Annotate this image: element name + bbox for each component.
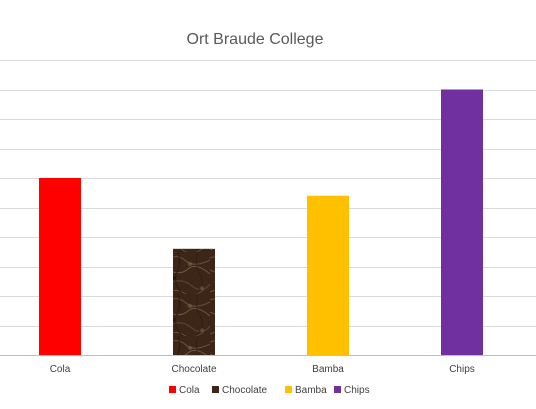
x-tick-label-cola: Cola — [50, 364, 71, 375]
x-tick-label-chocolate: Chocolate — [171, 364, 216, 375]
legend-swatch-bamba — [285, 386, 292, 393]
bars — [39, 89, 483, 355]
legend: Cola Chocolate Bamba Chips — [169, 385, 370, 396]
legend-label-cola: Cola — [179, 385, 200, 396]
legend-swatch-chips — [334, 386, 341, 393]
bar-cola — [39, 178, 81, 355]
legend-swatch-chocolate — [212, 386, 219, 393]
chart-title: Ort Braude College — [187, 31, 324, 48]
legend-label-bamba: Bamba — [295, 385, 327, 396]
legend-swatch-cola — [169, 386, 176, 393]
x-tick-label-chips: Chips — [449, 364, 475, 375]
legend-label-chocolate: Chocolate — [222, 385, 267, 396]
bar-chips — [441, 89, 483, 355]
legend-label-chips: Chips — [344, 385, 370, 396]
bar-bamba — [307, 195, 349, 355]
x-tick-label-bamba: Bamba — [312, 364, 344, 375]
bar-chocolate — [173, 248, 215, 355]
x-axis-labels: Cola Chocolate Bamba Chips — [50, 364, 475, 375]
